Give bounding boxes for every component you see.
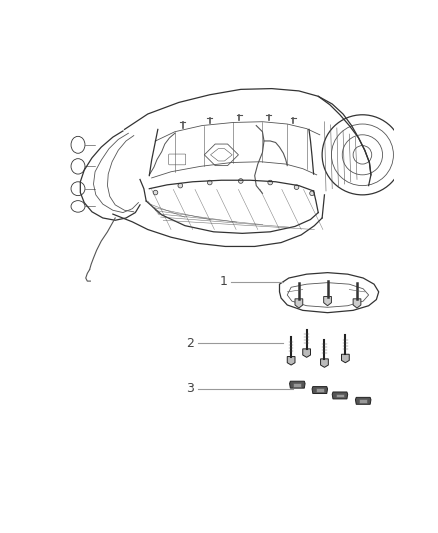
Polygon shape bbox=[336, 393, 344, 398]
Polygon shape bbox=[295, 299, 303, 308]
Circle shape bbox=[268, 180, 272, 185]
Polygon shape bbox=[332, 392, 348, 399]
Circle shape bbox=[178, 183, 183, 188]
Text: 3: 3 bbox=[187, 382, 194, 395]
Polygon shape bbox=[359, 399, 367, 403]
Polygon shape bbox=[293, 383, 301, 386]
Circle shape bbox=[208, 180, 212, 185]
Polygon shape bbox=[353, 299, 361, 308]
Circle shape bbox=[153, 190, 158, 195]
Polygon shape bbox=[321, 359, 328, 367]
Polygon shape bbox=[356, 398, 371, 405]
Polygon shape bbox=[303, 349, 311, 357]
Circle shape bbox=[238, 179, 243, 183]
Polygon shape bbox=[287, 357, 295, 365]
Polygon shape bbox=[312, 386, 328, 393]
Polygon shape bbox=[316, 388, 324, 392]
Circle shape bbox=[294, 185, 299, 189]
Polygon shape bbox=[324, 296, 332, 306]
Polygon shape bbox=[342, 354, 349, 363]
Text: 2: 2 bbox=[187, 337, 194, 350]
Text: 1: 1 bbox=[220, 276, 228, 288]
Polygon shape bbox=[290, 381, 305, 388]
Circle shape bbox=[310, 191, 314, 196]
